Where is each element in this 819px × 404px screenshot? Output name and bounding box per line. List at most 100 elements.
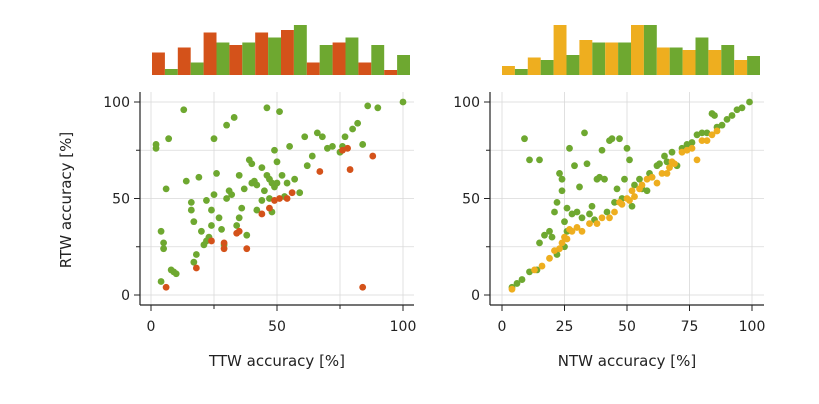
hist-bar-green xyxy=(747,56,760,75)
data-point-green xyxy=(573,208,581,216)
y-tick-label: 0 xyxy=(471,288,480,304)
data-point-green xyxy=(688,139,696,146)
data-point-green xyxy=(273,179,281,187)
y-tick-label: 50 xyxy=(462,192,480,208)
data-point-orange xyxy=(573,224,581,231)
data-point-green xyxy=(399,98,407,106)
data-point-green xyxy=(190,218,198,226)
data-point-green xyxy=(243,231,251,239)
hist-bar-green xyxy=(242,42,256,75)
data-point-orange xyxy=(628,187,636,195)
data-point-orange xyxy=(578,227,586,235)
data-point-green xyxy=(663,158,671,166)
data-point-red xyxy=(283,195,291,202)
y-axis-label: RTW accuracy [%] xyxy=(57,132,75,269)
data-point-orange xyxy=(626,197,633,204)
data-point-green xyxy=(276,108,283,116)
data-point-green xyxy=(563,204,571,212)
data-point-orange xyxy=(508,285,516,293)
data-point-green xyxy=(548,233,556,241)
hist-bar-red xyxy=(332,42,346,75)
data-point-green xyxy=(581,129,588,137)
data-point-green xyxy=(349,125,356,133)
x-tick-label: 75 xyxy=(681,319,699,335)
hist-bar-orange xyxy=(656,47,670,75)
x-tick-label: 0 xyxy=(498,319,507,335)
axes-ttw: 0 50 100 0 50 100 xyxy=(103,92,416,335)
data-point-green xyxy=(248,160,256,168)
data-point-green xyxy=(608,135,616,143)
hist-bar-orange xyxy=(708,50,722,75)
x-tick-label: 100 xyxy=(390,319,417,335)
data-point-green xyxy=(258,164,266,172)
data-point-green xyxy=(374,104,382,112)
data-point-red xyxy=(208,237,215,245)
data-point-green xyxy=(303,162,311,170)
data-point-green xyxy=(556,170,563,177)
data-point-green xyxy=(228,191,236,199)
data-point-green xyxy=(723,115,731,123)
data-point-green xyxy=(253,206,261,214)
data-point-green xyxy=(711,112,718,119)
data-point-green xyxy=(235,214,243,222)
data-point-orange xyxy=(658,170,666,177)
data-point-orange xyxy=(648,173,656,181)
data-point-green xyxy=(518,276,526,283)
data-point-green xyxy=(513,280,521,287)
data-point-green xyxy=(364,102,372,110)
hist-bar-green xyxy=(293,25,307,75)
data-point-red xyxy=(220,239,228,247)
data-point-green xyxy=(160,239,168,247)
x-tick-label: 100 xyxy=(739,319,766,335)
data-point-red xyxy=(192,264,200,272)
data-point-green xyxy=(661,152,668,160)
data-point-green xyxy=(656,160,663,168)
data-point-orange xyxy=(671,160,678,168)
data-point-green xyxy=(258,197,266,204)
data-point-green xyxy=(561,218,568,226)
data-point-orange xyxy=(586,220,593,227)
hist-bar-orange xyxy=(682,50,696,75)
data-point-green xyxy=(223,195,231,202)
data-point-red xyxy=(359,283,367,291)
hist-bar-orange xyxy=(631,25,644,75)
hist-bar-green xyxy=(216,42,230,75)
data-point-red xyxy=(162,283,170,291)
data-point-green xyxy=(718,121,726,129)
data-point-green xyxy=(631,181,638,189)
data-point-red xyxy=(243,245,251,253)
data-point-green xyxy=(223,121,231,129)
data-point-green xyxy=(668,148,676,156)
panel-ntw: 0 25 50 75 100 0 50 100 NTW accuracy [%] xyxy=(453,25,765,370)
data-point-orange xyxy=(606,214,613,222)
data-point-orange xyxy=(558,239,566,247)
data-point-red xyxy=(346,166,354,173)
hist-bar-green xyxy=(371,45,385,75)
data-point-green xyxy=(218,225,225,233)
hist-bar-red xyxy=(177,47,191,75)
data-point-green xyxy=(213,170,220,177)
data-point-red xyxy=(344,144,351,152)
y-tick-label: 0 xyxy=(121,288,130,304)
data-point-green xyxy=(354,119,362,127)
data-point-green xyxy=(162,185,170,193)
data-point-green xyxy=(160,245,168,253)
data-point-green xyxy=(551,208,558,216)
data-point-green xyxy=(233,222,241,229)
data-point-red xyxy=(258,210,266,218)
hist-bar-green xyxy=(643,25,657,75)
data-point-green xyxy=(157,278,165,285)
x-tick-label: 0 xyxy=(147,319,156,335)
data-point-green xyxy=(198,227,205,235)
data-point-green xyxy=(541,231,548,239)
data-point-green xyxy=(187,206,195,214)
data-point-green xyxy=(521,135,528,143)
data-point-green xyxy=(636,175,643,183)
data-point-green xyxy=(576,183,583,191)
x-tick-label: 25 xyxy=(556,319,574,335)
data-point-green xyxy=(586,210,593,218)
data-point-green xyxy=(588,202,596,210)
data-point-green xyxy=(180,106,188,114)
hist-bar-green xyxy=(345,37,359,75)
